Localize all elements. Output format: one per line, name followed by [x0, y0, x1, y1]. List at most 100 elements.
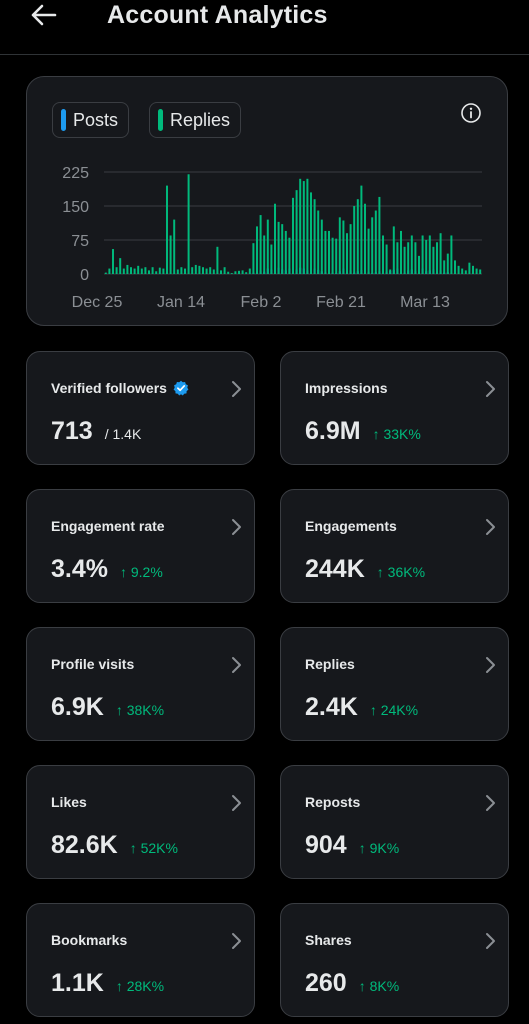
y-tick-label: 75 [71, 233, 89, 250]
bar-replies [284, 230, 287, 274]
bar-replies [173, 219, 176, 274]
bar-replies [400, 230, 402, 274]
stat-label-text: Engagement rate [51, 518, 165, 534]
stat-card-replies[interactable]: Replies 2.4K ↑ 24K% [280, 627, 509, 741]
x-tick-label: Feb 2 [241, 294, 282, 311]
chevron-right-icon [232, 657, 241, 673]
back-button[interactable] [26, 0, 60, 30]
bar-replies [209, 267, 212, 274]
bar-replies [436, 242, 438, 274]
stat-card-likes[interactable]: Likes 82.6K ↑ 52K% [26, 765, 255, 879]
stat-label: Verified followers [51, 380, 189, 396]
stat-value-row: 1.1K ↑ 28K% [51, 969, 164, 998]
bar-replies [220, 270, 222, 274]
bar-replies [202, 267, 204, 274]
bar-replies [155, 271, 158, 274]
bar-replies [418, 255, 420, 274]
bar-replies [472, 265, 474, 274]
bar-replies [432, 246, 435, 274]
bar-replies [360, 185, 363, 274]
stat-card-engagement-rate[interactable]: Engagement rate 3.4% ↑ 9.2% [26, 489, 255, 603]
bar-replies [371, 217, 374, 274]
stat-delta: ↑ 9K% [358, 840, 400, 856]
bar-replies [126, 264, 129, 274]
stat-card-shares[interactable]: Shares 260 ↑ 8K% [280, 903, 509, 1017]
bar-replies [245, 272, 248, 274]
stat-value-row: 260 ↑ 8K% [305, 969, 399, 998]
bar-replies [216, 246, 219, 274]
stat-value: 6.9M [305, 417, 361, 445]
bar-replies [414, 242, 417, 274]
bar-replies [407, 242, 410, 274]
bar-replies [410, 235, 413, 274]
bar-replies [389, 269, 392, 274]
chevron-right-icon [232, 795, 241, 811]
stat-total: / 1.4K [104, 426, 142, 442]
bar-replies [392, 226, 395, 274]
bar-replies [122, 268, 125, 274]
bar-replies [230, 273, 233, 274]
stat-delta: ↑ 8K% [358, 978, 400, 994]
stat-delta: ↑ 52K% [129, 840, 178, 856]
bar-replies [169, 235, 172, 274]
bar-replies [457, 265, 460, 274]
bar-replies [266, 219, 269, 274]
stat-value: 244K [305, 555, 365, 583]
bar-replies [479, 269, 482, 274]
stat-label-text: Impressions [305, 380, 388, 396]
bar-replies [288, 237, 291, 274]
bar-replies [248, 268, 251, 274]
stat-label: Engagement rate [51, 518, 165, 534]
replies-swatch [158, 109, 163, 131]
stat-label: Reposts [305, 794, 360, 810]
bar-replies [252, 243, 255, 274]
bar-replies [158, 267, 161, 274]
bar-replies [317, 210, 320, 274]
stat-value: 3.4% [51, 555, 108, 583]
bar-replies [234, 271, 237, 274]
stat-label-text: Reposts [305, 794, 361, 810]
stat-label-text: Verified followers [51, 380, 167, 396]
bar-replies [198, 265, 201, 274]
legend-replies-toggle[interactable]: Replies [149, 102, 242, 138]
stat-card-reposts[interactable]: Reposts 904 ↑ 9K% [280, 765, 509, 879]
stat-value-row: 244K ↑ 36K% [305, 555, 425, 584]
bar-replies [162, 268, 165, 274]
stat-value-row: 3.4% ↑ 9.2% [51, 555, 163, 584]
stat-label: Shares [305, 932, 352, 948]
bar-replies [176, 269, 179, 274]
stat-delta: ↑ 33K% [372, 426, 421, 442]
stat-card-profile-visits[interactable]: Profile visits 6.9K ↑ 38K% [26, 627, 255, 741]
stat-label-text: Shares [305, 932, 352, 948]
info-icon[interactable] [460, 102, 482, 124]
bar-replies [425, 240, 428, 274]
stat-card-engagements[interactable]: Engagements 244K ↑ 36K% [280, 489, 509, 603]
bar-replies [133, 268, 136, 274]
bar-replies [227, 271, 230, 274]
stat-label: Impressions [305, 380, 387, 396]
chevron-right-icon [232, 519, 241, 535]
stat-value-row: 904 ↑ 9K% [305, 831, 399, 860]
x-tick-label: Feb 21 [316, 294, 366, 311]
stat-label: Engagements [305, 518, 397, 534]
stat-value: 82.6K [51, 831, 118, 859]
bar-replies [331, 237, 334, 274]
top-app-bar: Account Analytics [0, 0, 529, 55]
bar-replies [115, 267, 118, 274]
stat-card-bookmarks[interactable]: Bookmarks 1.1K ↑ 28K% [26, 903, 255, 1017]
stat-card-verified-followers[interactable]: Verified followers 713 / 1.4K [26, 351, 255, 465]
bar-replies [108, 268, 111, 274]
chevron-right-icon [232, 381, 241, 397]
y-tick-label: 150 [62, 199, 89, 216]
bar-replies [320, 219, 323, 274]
bar-replies [464, 270, 467, 274]
bar-replies [270, 244, 273, 274]
bar-replies [137, 265, 140, 274]
stat-delta: ↑ 38K% [115, 702, 165, 718]
verified-badge-icon [173, 380, 189, 396]
chevron-right-icon [232, 933, 241, 949]
bar-replies [140, 268, 143, 274]
legend-posts-toggle[interactable]: Posts [52, 102, 130, 138]
stat-card-impressions[interactable]: Impressions 6.9M ↑ 33K% [280, 351, 509, 465]
bar-replies [302, 181, 305, 274]
